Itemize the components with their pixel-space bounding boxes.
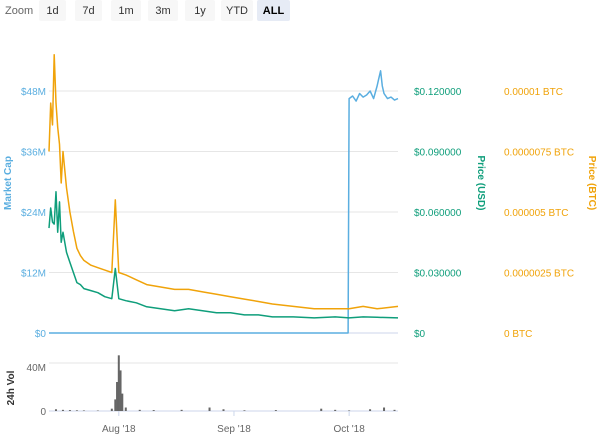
price-usd-tick-label: $0.030000 — [414, 269, 462, 280]
price-usd-axis-title: Price (USD) — [475, 155, 486, 210]
series-line-market-cap — [49, 70, 399, 334]
price-usd-tick-label: $0.120000 — [414, 87, 462, 98]
zoom-label: Zoom — [5, 5, 34, 17]
volume-bar — [114, 399, 117, 411]
zoom-toolbar: Zoom 1d 7d 1m 3m 1y YTD ALL — [0, 0, 300, 24]
volume-bar — [121, 393, 124, 411]
zoom-7d-button[interactable]: 7d — [75, 0, 102, 21]
volume-bar — [61, 409, 64, 411]
zoom-all-button[interactable]: ALL — [257, 0, 290, 21]
volume-bar — [393, 409, 396, 411]
zoom-3m-button[interactable]: 3m — [148, 0, 178, 21]
volume-bar — [110, 408, 113, 411]
volume-bar — [180, 409, 183, 411]
market-cap-tick-label: $0 — [35, 329, 47, 340]
price-btc-tick-label: 0.000005 BTC — [504, 208, 569, 219]
x-axis-label: Sep '18 — [217, 424, 251, 435]
market-cap-tick-label: $36M — [21, 148, 46, 159]
volume-bar — [348, 410, 351, 411]
price-btc-tick-label: 0 BTC — [504, 329, 532, 340]
price-usd-tick-label: $0 — [414, 329, 426, 340]
price-btc-tick-label: 0.0000075 BTC — [504, 148, 574, 159]
volume-bar — [119, 370, 122, 411]
volume-bar — [117, 355, 120, 411]
volume-bar — [369, 409, 372, 411]
market-cap-tick-label: $24M — [21, 208, 46, 219]
volume-bar — [274, 410, 277, 411]
price-usd-tick-label: $0.090000 — [414, 148, 462, 159]
x-axis-label: Oct '18 — [333, 424, 365, 435]
volume-bar — [54, 409, 57, 411]
volume-bar — [222, 409, 225, 411]
volume-bar — [383, 407, 386, 411]
volume-bar — [208, 407, 211, 411]
price-usd-tick-label: $0.060000 — [414, 208, 462, 219]
price-btc-tick-label: 0.00001 BTC — [504, 87, 563, 98]
volume-axis-title: 24h Vol — [6, 370, 17, 405]
market-cap-axis-title: Market Cap — [3, 156, 14, 210]
series-line-price-btc — [48, 53, 399, 310]
zoom-1d-button[interactable]: 1d — [39, 0, 66, 21]
volume-bar — [320, 408, 323, 411]
volume-bar — [124, 407, 127, 411]
volume-bar — [243, 410, 246, 411]
x-axis-label: Aug '18 — [102, 424, 136, 435]
volume-tick-label: 0 — [40, 407, 46, 418]
volume-tick-label: 40M — [27, 363, 46, 374]
price-btc-axis-title: Price (BTC) — [586, 156, 597, 210]
zoom-1y-button[interactable]: 1y — [185, 0, 215, 21]
volume-bar — [82, 410, 85, 411]
zoom-ytd-button[interactable]: YTD — [221, 0, 253, 21]
market-cap-tick-label: $48M — [21, 87, 46, 98]
volume-bar — [334, 409, 337, 411]
volume-bar — [68, 410, 71, 411]
volume-bar — [75, 410, 78, 411]
price-btc-tick-label: 0.0000025 BTC — [504, 269, 574, 280]
market-cap-tick-label: $12M — [21, 269, 46, 280]
zoom-1m-button[interactable]: 1m — [111, 0, 141, 21]
volume-bar — [116, 382, 119, 411]
series-line-price-usd — [48, 191, 399, 319]
volume-bar — [152, 410, 155, 411]
volume-bar — [138, 409, 141, 411]
